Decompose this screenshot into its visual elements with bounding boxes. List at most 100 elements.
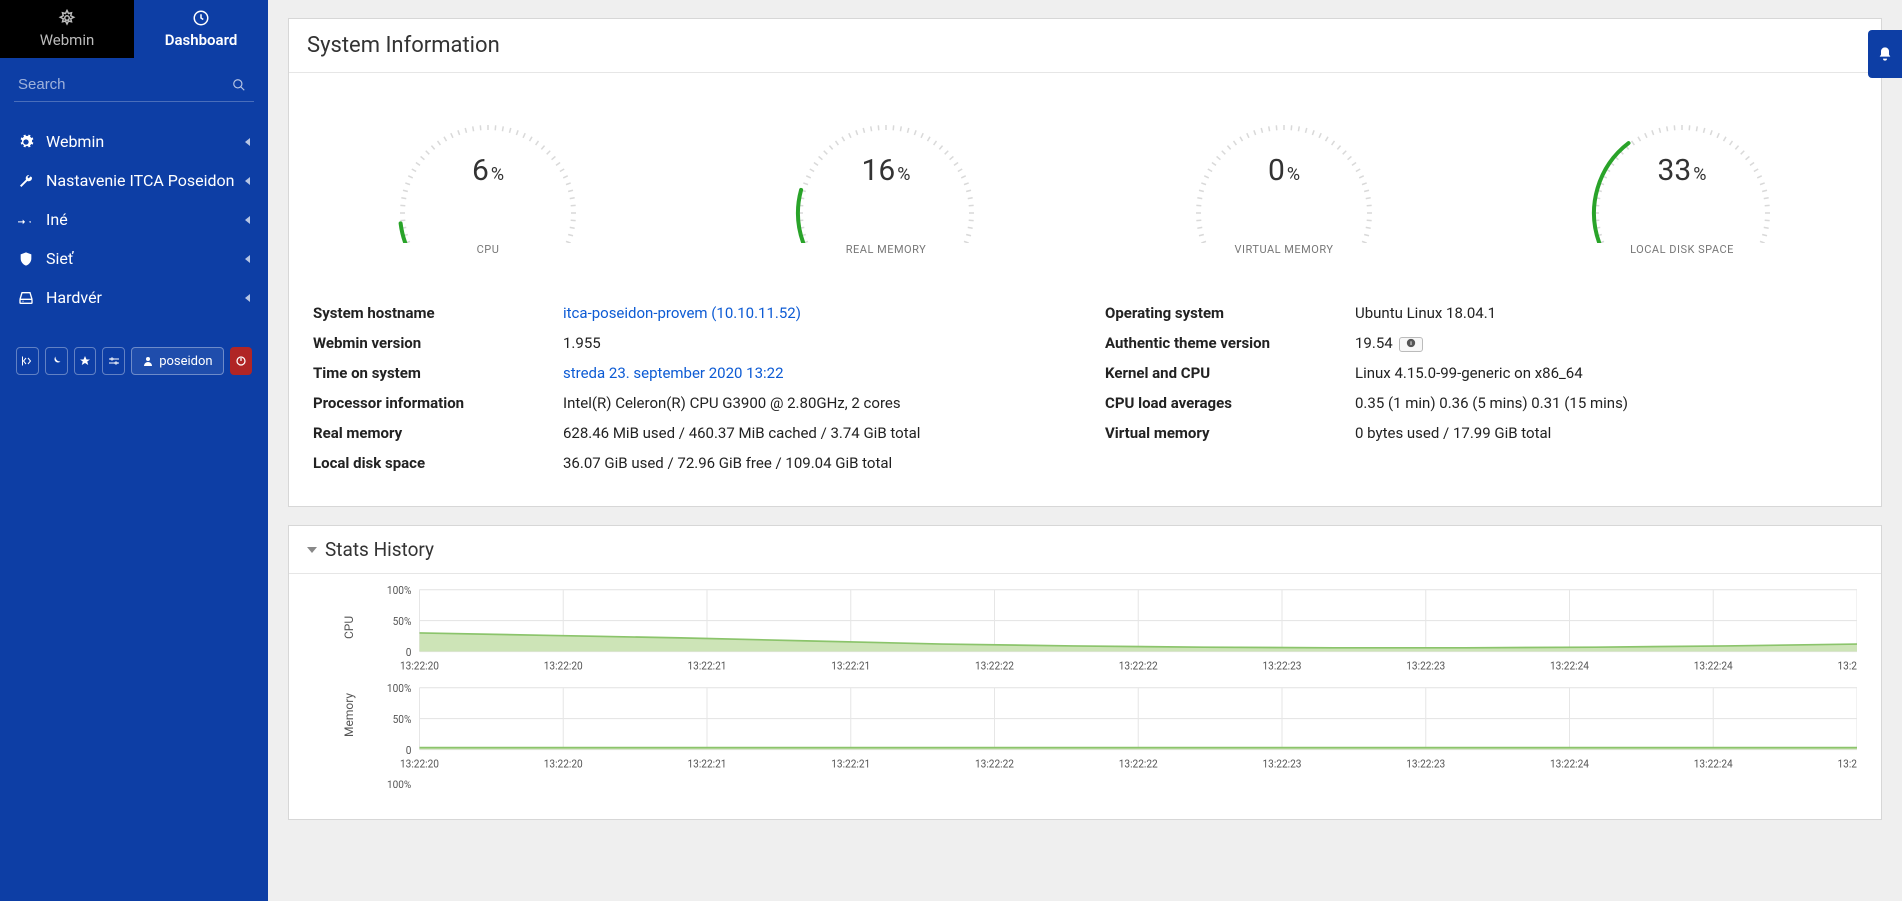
svg-text:100%: 100% [387,682,412,695]
collapse-icon [21,355,33,367]
dashboard-icon [192,9,210,27]
nav-item-label: Nastavenie ITCA Poseidon [46,171,235,190]
night-mode-button[interactable] [45,347,68,375]
info-label: Authentic theme version [1105,334,1355,352]
chevron-left-icon [245,294,250,302]
info-row: CPU load averages0.35 (1 min) 0.36 (5 mi… [1105,388,1857,418]
svg-text:13:22:23: 13:22:23 [1406,659,1445,673]
sliders-icon [108,355,120,367]
svg-text:13:22:22: 13:22:22 [1119,659,1158,673]
chart-row-partial: 100% [339,780,1857,791]
chevron-left-icon [245,255,250,263]
star-icon [79,355,91,367]
svg-text:13:22:22: 13:22:22 [1119,757,1158,771]
stats-history-panel: Stats History CPU 100%50%013:22:2013:22:… [288,525,1882,820]
gauge-real-memory: 16% REAL MEMORY [736,103,1036,256]
nav-item-label: Hardvér [46,288,102,307]
gauge-label: REAL MEMORY [846,243,927,256]
notifications-tab[interactable] [1868,30,1902,78]
svg-text:13:22:24: 13:22:24 [1550,659,1589,673]
svg-text:100%: 100% [387,584,412,597]
gauge-label: VIRTUAL MEMORY [1235,243,1334,256]
nav-item-nastavenie-itca-poseidon[interactable]: Nastavenie ITCA Poseidon [0,161,268,200]
chart-area: 100%50%013:22:2013:22:2013:22:2113:22:21… [379,682,1857,772]
bell-icon [1877,46,1893,62]
sidebar: Webmin Dashboard Webmin Nastavenie ITCA P… [0,0,268,901]
nav-item-iné[interactable]: Iné [0,200,268,239]
info-left-column: System hostnameitca-poseidon-provem (10.… [313,298,1065,478]
webmin-icon [58,9,76,27]
svg-text:13:22:20: 13:22:20 [544,757,583,771]
svg-text:13:22:23: 13:22:23 [1263,757,1302,771]
logout-button[interactable] [230,347,252,375]
nav-item-sieť[interactable]: Sieť [0,239,268,278]
info-row: Webmin version1.955 [313,328,1065,358]
chart-ylabel: CPU [342,619,356,639]
nav-item-hardvér[interactable]: Hardvér [0,278,268,317]
svg-text:13:22:21: 13:22:21 [687,757,726,771]
info-value[interactable]: itca-poseidon-provem (10.10.11.52) [563,304,1065,322]
moon-icon [50,355,62,367]
info-badge[interactable]: i [1399,337,1423,352]
svg-text:13:22:20: 13:22:20 [400,659,439,673]
tab-dashboard[interactable]: Dashboard [134,0,268,58]
chart-ylabel: Memory [342,717,356,737]
svg-text:13:22:23: 13:22:23 [1263,659,1302,673]
info-row: Time on systemstreda 23. september 2020 … [313,358,1065,388]
tab-webmin-label: Webmin [40,31,95,49]
search-input[interactable] [14,68,254,102]
svg-text:0: 0 [406,645,412,659]
info-row: Kernel and CPULinux 4.15.0-99-generic on… [1105,358,1857,388]
svg-text:0: 0 [406,743,412,757]
search-icon[interactable] [232,78,246,92]
info-label: Local disk space [313,454,563,472]
settings-button[interactable] [102,347,125,375]
svg-text:13:22:21: 13:22:21 [687,659,726,673]
info-value: Ubuntu Linux 18.04.1 [1355,304,1857,322]
svg-text:13:22:25: 13:22:25 [1838,757,1857,771]
info-value: 36.07 GiB used / 72.96 GiB free / 109.04… [563,454,1065,472]
chart-row-cpu: CPU 100%50%013:22:2013:22:2013:22:2113:2… [339,584,1857,674]
user-name: poseidon [159,354,212,369]
collapse-button[interactable] [16,347,39,375]
info-label: CPU load averages [1105,394,1355,412]
stats-header[interactable]: Stats History [289,526,1881,574]
nav-item-label: Iné [46,210,68,229]
search-container [0,58,268,112]
info-value: 0 bytes used / 17.99 GiB total [1355,424,1857,442]
nav-item-webmin[interactable]: Webmin [0,122,268,161]
chevron-left-icon [245,138,250,146]
gauge-value: 6% [338,153,638,188]
info-right-column: Operating systemUbuntu Linux 18.04.1Auth… [1105,298,1857,478]
info-row: Authentic theme version19.54i [1105,328,1857,358]
svg-text:13:22:23: 13:22:23 [1406,757,1445,771]
favorites-button[interactable] [74,347,97,375]
svg-text:13:22:21: 13:22:21 [831,757,870,771]
system-info-panel: System Information 6%CPU16%REAL MEMORY0%… [288,18,1882,507]
bottom-toolbar: poseidon [0,347,268,375]
info-value: Linux 4.15.0-99-generic on x86_64 [1355,364,1857,382]
gauges-row: 6%CPU16%REAL MEMORY0%VIRTUAL MEMORY33%LO… [289,73,1881,280]
chart-area: 100% [379,780,1857,791]
tab-webmin[interactable]: Webmin [0,0,134,58]
nav: Webmin Nastavenie ITCA Poseidon Iné Sieť Har… [0,112,268,317]
info-value: 19.54i [1355,334,1857,352]
svg-text:13:22:22: 13:22:22 [975,757,1014,771]
info-row: Real memory628.46 MiB used / 460.37 MiB … [313,418,1065,448]
chart-row-memory: Memory 100%50%013:22:2013:22:2013:22:211… [339,682,1857,772]
chart-svg: 100%50%013:22:2013:22:2013:22:2113:22:21… [379,682,1857,772]
svg-text:13:22:21: 13:22:21 [831,659,870,673]
gauge-value: 16% [736,153,1036,188]
info-label: Processor information [313,394,563,412]
info-label: Time on system [313,364,563,382]
svg-text:13:22:20: 13:22:20 [544,659,583,673]
svg-text:13:22:25: 13:22:25 [1838,659,1857,673]
info-grid: System hostnameitca-poseidon-provem (10.… [289,280,1881,506]
info-value[interactable]: streda 23. september 2020 13:22 [563,364,1065,382]
svg-text:13:22:24: 13:22:24 [1694,659,1733,673]
info-label: Operating system [1105,304,1355,322]
svg-text:13:22:20: 13:22:20 [400,757,439,771]
gauge-value: 0% [1134,153,1434,188]
user-button[interactable]: poseidon [131,347,223,375]
info-label: Virtual memory [1105,424,1355,442]
